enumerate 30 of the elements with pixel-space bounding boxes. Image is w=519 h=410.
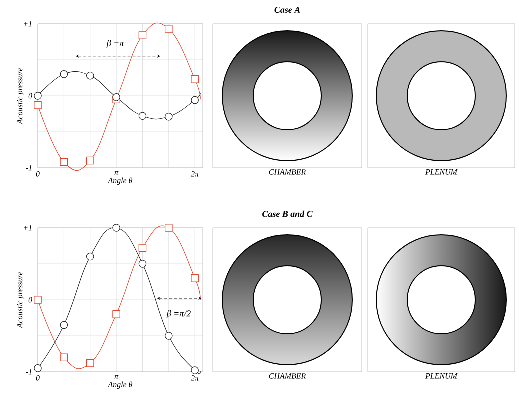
point [60,158,68,166]
point [34,92,42,100]
point [86,252,94,261]
point [86,359,94,368]
point [165,224,173,232]
point [138,260,147,268]
point [165,25,173,33]
point [165,332,173,340]
point [34,101,42,110]
point [138,32,147,40]
point [191,76,199,84]
point [191,96,199,104]
point [191,274,199,282]
point [86,72,94,80]
point [34,364,42,372]
point [138,244,147,252]
point [112,224,120,232]
annotation: β =π/2 [166,310,191,319]
point [34,296,42,304]
point [112,310,120,318]
point [138,112,147,120]
point [191,366,199,374]
point [165,112,173,121]
point [60,354,68,362]
point [60,321,68,330]
text: Case B and C [262,210,313,218]
point [86,156,94,165]
text: Case A [274,6,300,14]
point [60,70,68,78]
annotation: β =π [106,40,124,48]
